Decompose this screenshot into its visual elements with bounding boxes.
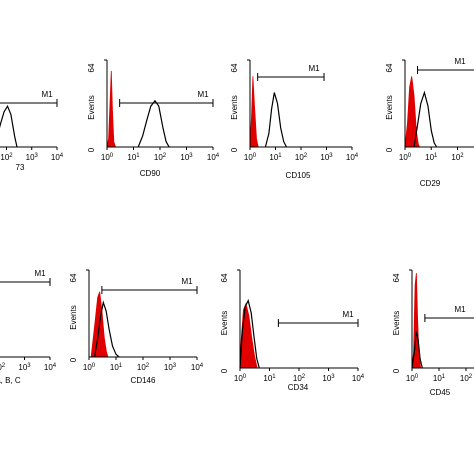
y-axis-label: Events xyxy=(230,95,239,119)
gate-label: M1 xyxy=(41,90,53,99)
histogram-panel: Events 64 0 100 101 102 103 104 M1 CD105 xyxy=(230,59,359,180)
control-histogram xyxy=(249,76,259,148)
histogram-panel: Events640100101102103104M1A, B, C xyxy=(0,269,57,385)
y-axis-label: Events xyxy=(392,311,401,335)
y-tick-label: 64 xyxy=(69,273,78,282)
y-tick-label: 0 xyxy=(385,147,394,152)
x-tick-label: 102 xyxy=(293,374,306,383)
x-tick-label: 103 xyxy=(164,363,177,372)
x-axis-label: CD29 xyxy=(420,179,441,188)
gate-label: M1 xyxy=(34,269,46,278)
x-tick-label: 102 xyxy=(295,153,308,162)
x-tick-label: 102 xyxy=(460,374,473,383)
x-axis-label: CD105 xyxy=(286,171,311,180)
sample-histogram xyxy=(264,92,288,148)
x-tick-label: 101 xyxy=(110,363,123,372)
x-tick-label: 103 xyxy=(180,153,193,162)
y-axis-label: Events xyxy=(385,95,394,119)
control-histogram xyxy=(106,70,117,148)
y-tick-label: 0 xyxy=(87,147,96,152)
x-axis-label: CD45 xyxy=(430,388,451,397)
histogram-panel: Events640100101102103104M1CD29 xyxy=(385,57,474,188)
y-axis-label: Events xyxy=(87,95,96,119)
sample-histogram xyxy=(93,300,120,358)
y-tick-label: 0 xyxy=(392,368,401,373)
x-tick-label: 102 xyxy=(0,153,13,162)
y-tick-label: 0 xyxy=(230,147,239,152)
x-tick-label: 103 xyxy=(322,374,335,383)
histogram-panel: Events 64 0 100 101 102 103 104 M1 CD90 xyxy=(87,59,220,178)
x-tick-label: 101 xyxy=(433,374,446,383)
x-tick-label: 103 xyxy=(26,153,39,162)
x-tick-label: 100 xyxy=(399,153,412,162)
x-tick-label: 102 xyxy=(0,363,6,372)
sample-histogram xyxy=(413,90,438,148)
x-tick-label: 104 xyxy=(191,363,204,372)
gate-label: M1 xyxy=(197,90,209,99)
x-tick-label: 100 xyxy=(101,153,114,162)
sample-histogram xyxy=(411,331,423,369)
gate-label: M1 xyxy=(454,305,466,314)
gate-label: M1 xyxy=(454,57,466,66)
x-tick-label: 100 xyxy=(244,153,257,162)
x-axis-label: 73 xyxy=(16,163,25,172)
x-tick-label: 101 xyxy=(269,153,282,162)
x-axis-label: CD34 xyxy=(288,383,309,392)
sample-histogram xyxy=(0,104,18,148)
x-tick-label: 104 xyxy=(44,363,57,372)
gate-label: M1 xyxy=(308,64,320,73)
x-tick-label: 100 xyxy=(406,374,419,383)
y-tick-label: 64 xyxy=(87,63,96,72)
y-tick-label: 64 xyxy=(220,273,229,282)
x-tick-label: 103 xyxy=(18,363,31,372)
histogram-panel: Events 64 0 100 101 102 103 104 M1 CD34 xyxy=(220,269,365,392)
x-axis-label: CD146 xyxy=(131,376,156,385)
x-tick-label: 103 xyxy=(320,153,333,162)
y-tick-label: 0 xyxy=(220,368,229,373)
x-tick-label: 100 xyxy=(83,363,96,372)
sample-histogram xyxy=(137,99,170,148)
gate-label: M1 xyxy=(342,310,354,319)
histogram-panel: Events640100101102103104M1CD45 xyxy=(392,269,474,397)
x-tick-label: 100 xyxy=(234,374,247,383)
y-tick-label: 64 xyxy=(392,273,401,282)
x-axis-label: CD90 xyxy=(140,169,161,178)
x-tick-label: 104 xyxy=(346,153,359,162)
histogram-panel: Events640100101102103104M173 xyxy=(0,90,64,172)
x-tick-label: 102 xyxy=(137,363,150,372)
control-histogram xyxy=(411,273,422,369)
x-tick-label: 102 xyxy=(154,153,167,162)
x-tick-label: 101 xyxy=(263,374,276,383)
histogram-panel: Events 64 0 100 101 102 103 104 M1 CD146 xyxy=(69,269,204,385)
sample-histogram xyxy=(239,298,260,369)
y-tick-label: 64 xyxy=(385,63,394,72)
y-axis-label: Events xyxy=(220,311,229,335)
y-tick-label: 0 xyxy=(69,357,78,362)
gate-label: M1 xyxy=(181,277,193,286)
x-tick-label: 104 xyxy=(352,374,365,383)
x-axis-label: A, B, C xyxy=(0,376,21,385)
x-tick-label: 104 xyxy=(51,153,64,162)
control-histogram xyxy=(404,76,421,148)
y-tick-label: 64 xyxy=(230,63,239,72)
x-tick-label: 104 xyxy=(207,153,220,162)
x-tick-label: 101 xyxy=(425,153,438,162)
y-axis-label: Events xyxy=(69,305,78,329)
x-tick-label: 101 xyxy=(127,153,140,162)
x-tick-label: 102 xyxy=(451,153,464,162)
